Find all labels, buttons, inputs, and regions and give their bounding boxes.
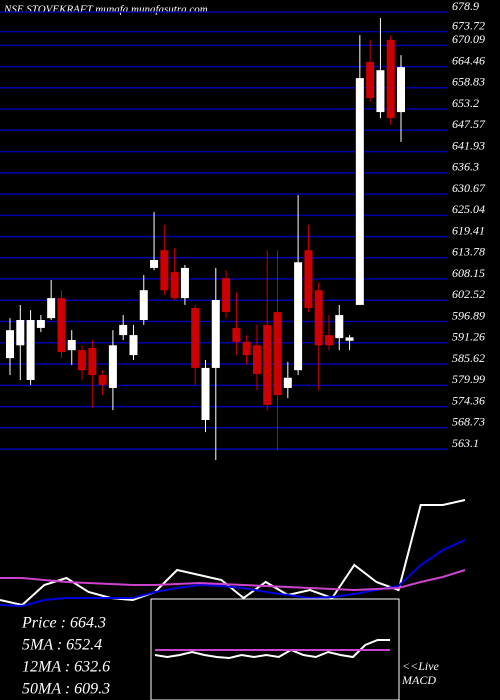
y-tick-label: 673.72 <box>452 18 485 32</box>
candle-body <box>355 78 364 305</box>
candle-body <box>397 67 405 113</box>
y-tick-label: 619.41 <box>452 223 485 237</box>
candle-body <box>16 320 25 346</box>
info-text: 12MA : 632.6 <box>22 659 110 676</box>
candle-body <box>36 320 45 328</box>
candle-body <box>294 262 303 371</box>
candle-body <box>191 307 200 368</box>
candle-body <box>88 347 97 376</box>
candle-body <box>98 375 107 385</box>
candle-body <box>283 377 292 388</box>
y-tick-label: 625.04 <box>452 202 485 216</box>
candle-body <box>108 345 117 388</box>
y-tick-label: 613.78 <box>452 245 485 259</box>
macd-label: MACD <box>401 673 436 687</box>
y-tick-label: 585.62 <box>452 351 485 365</box>
y-tick-label: 658.83 <box>452 75 485 89</box>
candle-body <box>366 61 375 99</box>
y-tick-label: 608.15 <box>452 266 485 280</box>
y-tick-label: 574.36 <box>452 393 485 407</box>
chart-title: NSE STOVEKRAFT munafa.munafasutra.com <box>3 4 208 16</box>
candle-body <box>150 260 159 268</box>
candle-body <box>201 367 210 420</box>
y-tick-label: 641.93 <box>452 138 485 152</box>
candle-body <box>139 290 148 320</box>
info-text: 5MA : 652.4 <box>22 637 102 654</box>
y-tick-label: 563.1 <box>452 436 479 450</box>
y-tick-label: 647.57 <box>452 117 486 131</box>
y-tick-label: 579.99 <box>452 372 485 386</box>
candle-body <box>304 250 313 308</box>
info-text: 50MA : 609.3 <box>22 681 110 698</box>
candle-body <box>232 327 241 342</box>
y-tick-label: 653.2 <box>452 96 479 110</box>
candle-body <box>314 290 323 346</box>
y-tick-label: 591.26 <box>452 330 485 344</box>
candle-body <box>242 341 251 356</box>
candle-body <box>211 300 220 368</box>
y-tick-label: 664.46 <box>452 53 485 67</box>
y-tick-label: 596.89 <box>452 308 485 322</box>
y-tick-label: 602.52 <box>452 287 485 301</box>
candle-body <box>129 335 138 356</box>
y-tick-label: 678.9 <box>452 0 479 13</box>
candle-body <box>386 40 395 119</box>
candle-body <box>222 278 231 313</box>
candle-body <box>57 298 66 353</box>
y-tick-label: 670.09 <box>452 32 485 46</box>
candle-body <box>324 335 333 346</box>
candle-body <box>376 70 385 113</box>
line <box>154 639 390 660</box>
candle-body <box>67 340 76 351</box>
line <box>0 569 466 592</box>
candle-body <box>78 350 87 371</box>
candle-body <box>252 345 261 374</box>
candle-body <box>160 250 169 291</box>
candle-body <box>180 267 189 299</box>
y-tick-label: 636.3 <box>452 160 479 174</box>
info-text: Price : 664.3 <box>21 615 106 632</box>
y-tick-label: 630.67 <box>452 181 486 195</box>
candle-body <box>6 330 14 359</box>
line <box>0 499 466 607</box>
candle-body <box>119 324 128 336</box>
y-tick-label: 568.73 <box>452 415 485 429</box>
candle-body <box>26 320 35 380</box>
macd-label: <<Live <box>402 659 440 673</box>
candle-body <box>273 312 282 396</box>
candle-body <box>47 298 56 319</box>
candle-body <box>335 315 344 339</box>
candle-body <box>170 272 179 299</box>
candle-body <box>263 324 272 405</box>
candle-body <box>345 337 354 341</box>
